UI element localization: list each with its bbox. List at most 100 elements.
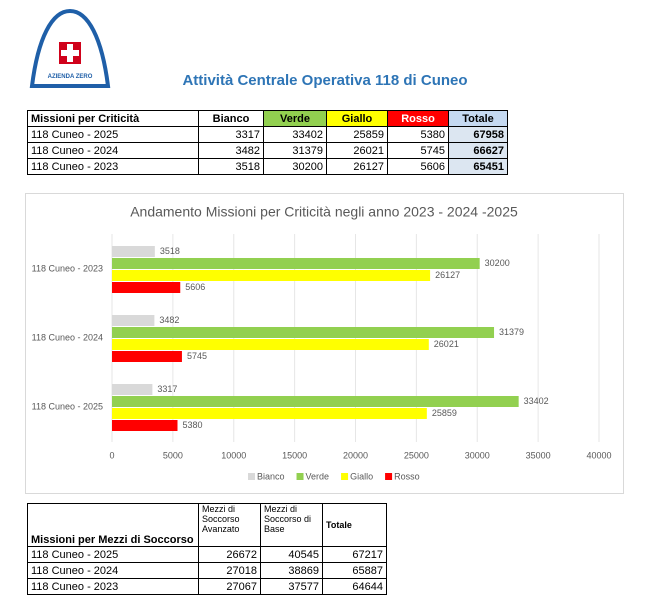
table-cell: 40545 [260,546,323,563]
bar [112,408,427,419]
table-cell: 3482 [198,142,264,159]
table-cell: 27067 [198,578,261,595]
bar [112,384,153,395]
y-tick-label: 118 Cuneo - 2025 [32,401,103,411]
column-header: Verde [263,110,327,127]
table-cell: 66627 [448,142,508,159]
chart: Andamento Missioni per Criticità negli a… [25,193,624,494]
bar [112,246,155,257]
x-tick-label: 5000 [163,450,183,460]
table-cell: 33402 [263,126,327,143]
x-tick-label: 30000 [465,450,490,460]
data-label: 33402 [524,396,549,406]
legend-label: Giallo [350,471,373,481]
table-cell: 30200 [263,158,327,175]
table-row: 118 Cuneo - 2023 27067 37577 64644 [27,578,387,595]
data-label: 3482 [159,315,179,325]
table-cell: 65887 [322,562,387,579]
legend-swatch [296,473,304,480]
bar [112,270,431,281]
table-cell: 118 Cuneo - 2025 [27,546,199,563]
column-header: Bianco [198,110,264,127]
table-cell: 118 Cuneo - 2023 [27,578,199,595]
table-cell: 26672 [198,546,261,563]
table-cell: 65451 [448,158,508,175]
bar [112,339,429,350]
data-label: 5380 [183,420,203,430]
page-title: Attività Centrale Operativa 118 di Cuneo [182,72,468,89]
bar [112,327,495,338]
table-cell: 5745 [387,142,449,159]
x-tick-label: 40000 [586,450,611,460]
column-header: Mezzi di Soccorso di Base [260,503,323,547]
x-tick-label: 10000 [221,450,246,460]
data-label: 3317 [157,384,177,394]
table-cell: 118 Cuneo - 2025 [27,126,199,143]
legend-swatch [341,473,349,480]
bar [112,315,155,326]
table-cell: 64644 [322,578,387,595]
table-cell: 38869 [260,562,323,579]
data-label: 30200 [485,258,510,268]
header-row: Missioni per Mezzi di Soccorso Mezzi di S… [27,503,387,547]
column-header: Totale [448,110,508,127]
table-cell: 118 Cuneo - 2024 [27,142,199,159]
y-tick-label: 118 Cuneo - 2023 [32,263,103,273]
table-row: 118 Cuneo - 2025 26672 40545 67217 [27,546,387,563]
header-row: Missioni per Criticità Bianco Verde Giallo R… [27,110,508,127]
table-cell: 5606 [387,158,449,175]
x-tick-label: 0 [109,450,114,460]
legend-label: Rosso [394,471,420,481]
data-label: 3518 [160,246,180,256]
column-header: Missioni per Criticità [27,110,199,127]
table-cell: 3317 [198,126,264,143]
table-cell: 26127 [326,158,388,175]
data-label: 5606 [185,282,205,292]
bar [112,258,480,269]
column-header: Missioni per Mezzi di Soccorso [27,503,199,547]
table-cell: 5380 [387,126,449,143]
table-cell: 67958 [448,126,508,143]
bar [112,396,519,407]
table-cell: 3518 [198,158,264,175]
x-tick-label: 35000 [526,450,551,460]
column-header: Mezzi di Soccorso Avanzato [198,503,261,547]
logo-text: AZIENDA ZERO [48,74,93,80]
table-row: 118 Cuneo - 2025 3317 33402 25859 5380 67958 [27,126,508,143]
legend-label: Bianco [257,471,285,481]
criticality-table: Missioni per Criticità Bianco Verde Giallo R… [27,110,508,175]
logo: AZIENDA ZERO [29,8,111,88]
column-header: Giallo [326,110,388,127]
vehicles-table: Missioni per Mezzi di Soccorso Mezzi di S… [27,503,387,595]
table-cell: 118 Cuneo - 2023 [27,158,199,175]
data-label: 25859 [432,408,457,418]
x-tick-label: 15000 [282,450,307,460]
table-row: 118 Cuneo - 2024 27018 38869 65887 [27,562,387,579]
legend-swatch [248,473,255,480]
column-header: Rosso [387,110,449,127]
table-cell: 27018 [198,562,261,579]
table-cell: 25859 [326,126,388,143]
table-cell: 31379 [263,142,327,159]
chart-title: Andamento Missioni per Criticità negli a… [130,204,518,220]
table-row: 118 Cuneo - 2023 3518 30200 26127 5606 65451 [27,158,508,175]
table-cell: 26021 [326,142,388,159]
legend-label: Verde [306,471,330,481]
table-row: 118 Cuneo - 2024 3482 31379 26021 5745 66627 [27,142,508,159]
y-tick-label: 118 Cuneo - 2024 [32,332,103,342]
legend-swatch [385,473,393,480]
data-label: 5745 [187,351,207,361]
table-cell: 37577 [260,578,323,595]
data-label: 31379 [499,327,524,337]
data-label: 26021 [434,339,459,349]
bar [112,351,182,362]
bar [112,420,178,431]
x-tick-label: 20000 [343,450,368,460]
data-label: 26127 [435,270,460,280]
x-tick-label: 25000 [404,450,429,460]
column-header: Totale [322,503,387,547]
bar [112,282,181,293]
table-cell: 67217 [322,546,387,563]
table-cell: 118 Cuneo - 2024 [27,562,199,579]
